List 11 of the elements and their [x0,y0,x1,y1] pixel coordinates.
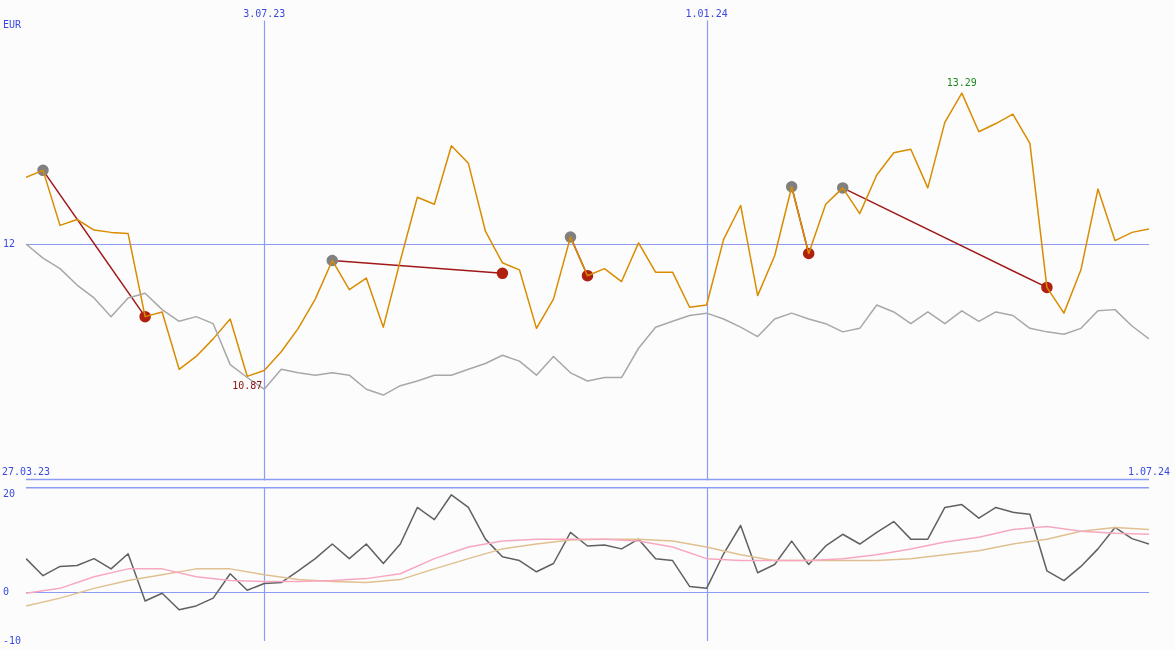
y-tick-label: 0 [3,585,10,597]
y-tick-label: 20 [3,488,16,500]
y-axis-title: EUR [3,19,23,31]
y-tick-label: -10 [3,634,22,646]
x2-tick-label: 3.07.23 [243,8,286,20]
data-label: 13.29 [946,76,977,88]
ref-line-label: 12 [3,237,16,249]
x2-tick-label: 1.01.24 [685,8,728,20]
x-tick-label: 1.07.24 [1127,466,1171,478]
x-tick-label: 27.03.23 [1,466,51,478]
data-label: 10.87 [232,379,263,391]
